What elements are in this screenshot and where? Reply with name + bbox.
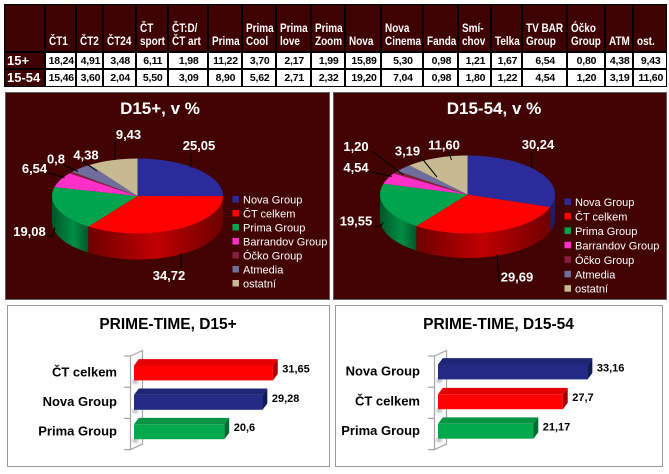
svg-text:Óčko Group: Óčko Group xyxy=(243,250,302,263)
svg-text:Prima Group: Prima Group xyxy=(243,223,305,235)
svg-text:PRIME-TIME, D15+: PRIME-TIME, D15+ xyxy=(99,316,236,333)
svg-text:31,65: 31,65 xyxy=(282,363,310,375)
svg-text:Prima Group: Prima Group xyxy=(575,226,637,238)
svg-text:29,69: 29,69 xyxy=(501,270,534,285)
svg-text:11,60: 11,60 xyxy=(428,138,460,153)
svg-text:29,28: 29,28 xyxy=(272,393,300,405)
svg-text:ČT celkem: ČT celkem xyxy=(52,365,117,380)
svg-text:3,19: 3,19 xyxy=(395,144,420,159)
svg-text:0,8: 0,8 xyxy=(47,152,65,167)
svg-text:Nova Group: Nova Group xyxy=(43,394,117,409)
svg-text:Óčko Group: Óčko Group xyxy=(575,254,634,267)
svg-text:9,43: 9,43 xyxy=(116,127,141,142)
svg-text:PRIME-TIME, D15-54: PRIME-TIME, D15-54 xyxy=(423,316,574,333)
svg-text:D15-54, v %: D15-54, v % xyxy=(447,99,542,118)
svg-text:34,72: 34,72 xyxy=(153,268,186,283)
svg-text:1,20: 1,20 xyxy=(343,139,368,154)
svg-text:ostatní: ostatní xyxy=(243,279,276,291)
svg-text:4,38: 4,38 xyxy=(73,148,98,163)
svg-text:ČT celkem: ČT celkem xyxy=(575,210,627,223)
svg-text:Nova Group: Nova Group xyxy=(575,197,634,209)
svg-text:ostatní: ostatní xyxy=(575,284,608,296)
svg-text:Nova Group: Nova Group xyxy=(346,364,420,379)
svg-text:Atmedia: Atmedia xyxy=(575,269,616,281)
svg-text:4,54: 4,54 xyxy=(343,160,369,175)
svg-text:19,55: 19,55 xyxy=(340,214,373,229)
svg-text:27,7: 27,7 xyxy=(572,392,593,404)
svg-text:ČT celkem: ČT celkem xyxy=(243,208,295,221)
svg-text:Prima Group: Prima Group xyxy=(38,423,117,438)
svg-text:Prima Group: Prima Group xyxy=(341,423,420,438)
svg-text:21,17: 21,17 xyxy=(543,422,571,434)
svg-text:Barrandov Group: Barrandov Group xyxy=(575,240,659,252)
svg-text:6,54: 6,54 xyxy=(22,161,48,176)
svg-text:Barrandov Group: Barrandov Group xyxy=(243,237,327,249)
svg-text:Atmedia: Atmedia xyxy=(243,265,284,277)
svg-text:D15+, v %: D15+, v % xyxy=(120,99,200,118)
svg-text:30,24: 30,24 xyxy=(522,137,555,152)
svg-text:Nova Group: Nova Group xyxy=(243,195,302,207)
svg-text:25,05: 25,05 xyxy=(183,138,216,153)
svg-text:20,6: 20,6 xyxy=(234,422,255,434)
svg-text:19,08: 19,08 xyxy=(13,224,46,239)
svg-text:33,16: 33,16 xyxy=(597,362,625,374)
svg-text:ČT celkem: ČT celkem xyxy=(355,393,420,408)
